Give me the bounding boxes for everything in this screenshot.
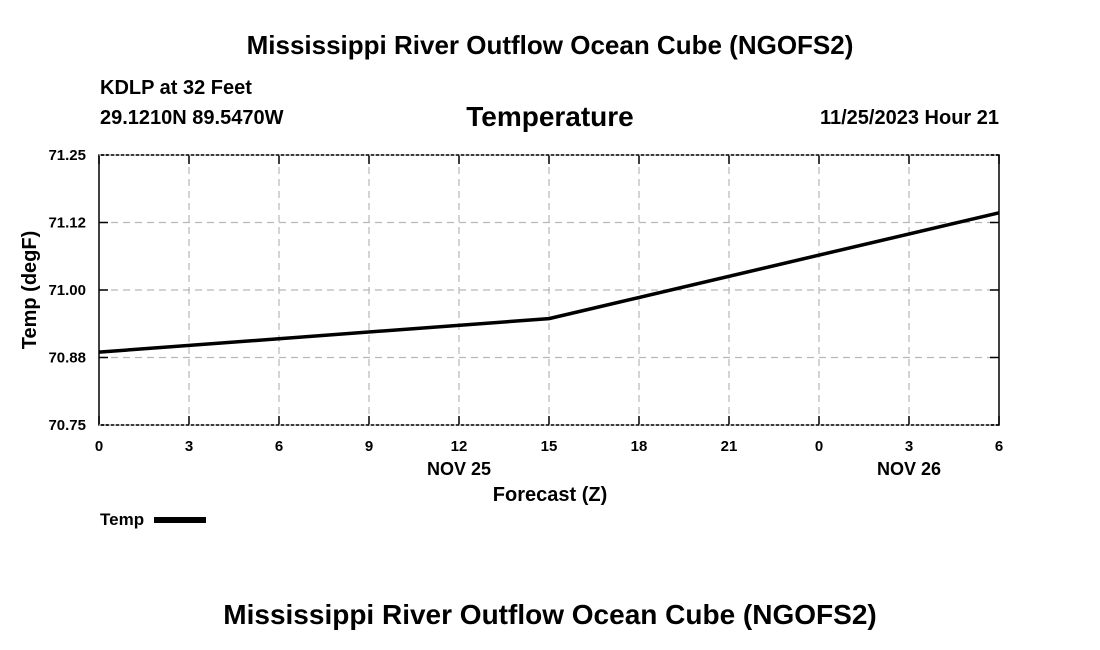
y-tick-labels: 70.75 70.88 71.00 71.12 71.25 <box>48 147 86 434</box>
x-tick-label: 0 <box>815 438 823 455</box>
grid-lines <box>99 154 999 426</box>
series-line-temp <box>98 211 1000 354</box>
x-tick-label: 9 <box>365 438 373 455</box>
x-tick-label: 0 <box>95 438 103 455</box>
x-tick-label: 15 <box>541 438 558 455</box>
x-tick-label: 3 <box>185 438 193 455</box>
y-tick-label: 71.00 <box>48 282 86 299</box>
page-title: Mississippi River Outflow Ocean Cube (NG… <box>246 30 854 60</box>
date-labels: NOV 25 NOV 26 <box>427 459 941 479</box>
date-label: NOV 26 <box>877 459 941 479</box>
series-layer <box>98 211 1000 354</box>
x-tick-label: 6 <box>275 438 283 455</box>
y-tick-label: 71.12 <box>48 215 86 232</box>
x-axis-label: Forecast (Z) <box>493 484 607 506</box>
date-label: NOV 25 <box>427 459 491 479</box>
legend-label-temp: Temp <box>100 510 145 529</box>
location-coordinates: 29.1210N 89.5470W <box>100 107 284 129</box>
legend: Temp <box>100 510 207 530</box>
x-tick-label: 21 <box>721 438 738 455</box>
chart-title: Temperature <box>466 101 634 132</box>
x-tick-label: 18 <box>631 438 648 455</box>
y-tick-label: 70.75 <box>48 417 86 434</box>
forecast-datetime: 11/25/2023 Hour 21 <box>819 107 999 129</box>
footer-title: Mississippi River Outflow Ocean Cube (NG… <box>223 599 877 630</box>
x-tick-label: 3 <box>905 438 913 455</box>
y-tick-label: 71.25 <box>48 147 86 164</box>
y-tick-label: 70.88 <box>48 350 86 367</box>
legend-swatch-temp <box>154 517 207 523</box>
station-label: KDLP at 32 Feet <box>100 77 252 99</box>
x-tick-labels: 0 3 6 9 12 15 18 21 0 3 6 <box>95 438 1003 455</box>
x-tick-label: 6 <box>995 438 1003 455</box>
y-axis-label: Temp (degF) <box>19 231 41 350</box>
x-tick-label: 12 <box>451 438 468 455</box>
axis-ticks <box>98 154 1000 426</box>
